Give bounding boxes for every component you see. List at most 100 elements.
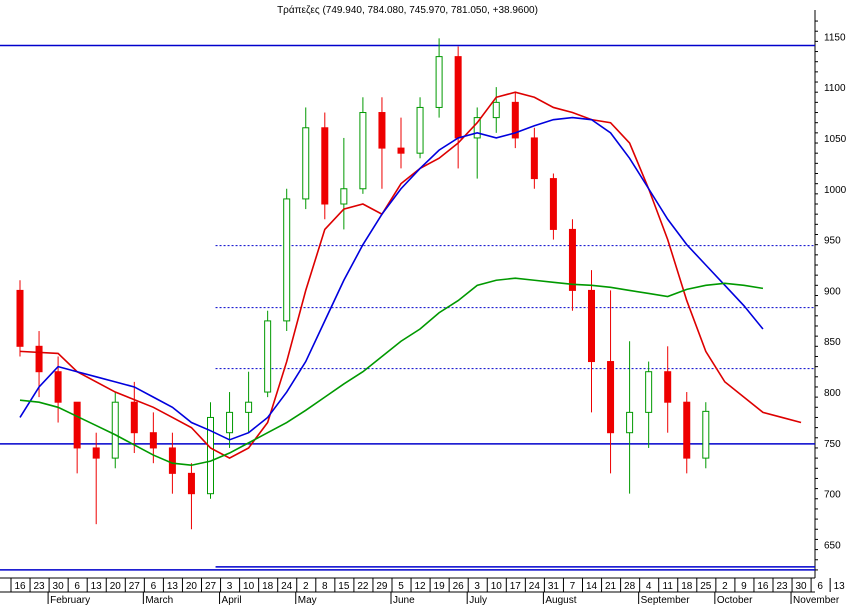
y-tick-label: 700	[824, 490, 841, 501]
x-tick-label: 31	[548, 581, 560, 592]
candle-body	[283, 198, 291, 322]
x-tick-label: 26	[453, 581, 465, 592]
x-tick-label: 24	[281, 581, 293, 592]
x-tick-label: 20	[186, 581, 198, 592]
x-tick-label: 3	[474, 581, 480, 592]
x-tick-label: 9	[741, 581, 747, 592]
candle-body	[340, 188, 348, 205]
x-tick-label: 13	[167, 581, 179, 592]
candle-body	[397, 147, 405, 154]
x-tick-label: 27	[205, 581, 217, 592]
x-tick-label: 23	[33, 581, 45, 592]
candle-body	[111, 401, 119, 459]
x-tick-label: 15	[338, 581, 350, 592]
month-label: June	[393, 595, 415, 606]
x-tick-label: 10	[243, 581, 255, 592]
candle-body	[168, 447, 176, 474]
x-tick-label: 6	[74, 581, 80, 592]
x-tick-label: 17	[510, 581, 522, 592]
x-tick-label: 16	[757, 581, 769, 592]
month-label: September	[641, 595, 691, 606]
x-tick-label: 19	[434, 581, 446, 592]
y-tick-label: 750	[824, 439, 841, 450]
x-tick-label: 20	[110, 581, 122, 592]
moving-average-line-2	[19, 116, 764, 441]
x-tick-label: 16	[14, 581, 26, 592]
candle-body	[607, 361, 615, 434]
month-label: August	[545, 595, 576, 606]
x-tick-label: 13	[91, 581, 103, 592]
x-tick-label: 8	[322, 581, 328, 592]
candle-body	[359, 112, 367, 190]
x-tick-label: 27	[129, 581, 141, 592]
x-tick-label: 29	[376, 581, 388, 592]
candle-body	[187, 472, 195, 495]
candle-body	[226, 411, 234, 434]
y-tick-label: 1000	[824, 185, 847, 196]
candle-body	[511, 101, 519, 139]
x-tick-label: 10	[491, 581, 503, 592]
candle-body	[645, 371, 653, 413]
candle-body	[16, 289, 24, 347]
x-tick-label: 28	[624, 581, 636, 592]
moving-average-line-3	[19, 277, 764, 467]
candle-body	[530, 137, 538, 180]
candle-body	[130, 401, 138, 434]
candle-body	[492, 101, 500, 119]
x-tick-label: 24	[529, 581, 541, 592]
x-tick-label: 22	[357, 581, 369, 592]
x-tick-label: 18	[681, 581, 693, 592]
candle-body	[321, 127, 329, 205]
candle-body	[454, 56, 462, 139]
y-tick-label: 1150	[824, 32, 846, 43]
candle-body	[92, 447, 100, 459]
y-tick-label: 900	[824, 286, 841, 297]
x-tick-label: 25	[700, 581, 712, 592]
y-tick-label: 850	[824, 337, 841, 348]
x-tick-label: 23	[776, 581, 788, 592]
candle-body	[73, 401, 81, 449]
x-tick-label: 2	[722, 581, 728, 592]
x-tick-label: 6	[151, 581, 157, 592]
candle-body	[683, 401, 691, 459]
x-tick-label: 3	[227, 581, 233, 592]
month-label: April	[222, 595, 242, 606]
x-tick-label: 6	[817, 581, 823, 592]
candle-body	[54, 371, 62, 403]
candle-body	[35, 345, 43, 373]
candle-body	[264, 320, 272, 393]
chart-title: Τράπεζες (749.940, 784.080, 745.970, 781…	[277, 5, 538, 16]
y-tick-label: 800	[824, 388, 841, 399]
x-tick-label: 21	[605, 581, 617, 592]
x-tick-label: 7	[570, 581, 576, 592]
candle-body	[588, 289, 595, 363]
month-label: February	[50, 595, 90, 606]
y-tick-label: 1100	[824, 83, 846, 94]
x-tick-label: 14	[586, 581, 598, 592]
candle-body	[702, 410, 710, 459]
x-tick-label: 12	[414, 581, 426, 592]
x-tick-label: 4	[646, 581, 652, 592]
moving-average-line-1	[19, 91, 802, 460]
x-tick-label: 30	[795, 581, 807, 592]
candle-body	[149, 432, 157, 449]
x-tick-label: 5	[398, 581, 404, 592]
x-tick-label: 13	[834, 581, 846, 592]
month-label: May	[298, 595, 317, 606]
x-tick-label: 18	[262, 581, 274, 592]
candle-body	[207, 416, 214, 495]
y-tick-label: 950	[824, 236, 841, 247]
x-tick-label: 30	[53, 581, 65, 592]
month-label: October	[717, 595, 753, 606]
candle-body	[568, 228, 576, 291]
candle-body	[378, 112, 386, 149]
candle-body	[245, 401, 253, 413]
candle-body	[626, 411, 634, 434]
candle-body	[302, 127, 310, 200]
month-label: March	[145, 595, 173, 606]
y-tick-label: 650	[824, 541, 841, 552]
x-tick-label: 11	[663, 581, 674, 592]
candle-body	[416, 106, 424, 154]
